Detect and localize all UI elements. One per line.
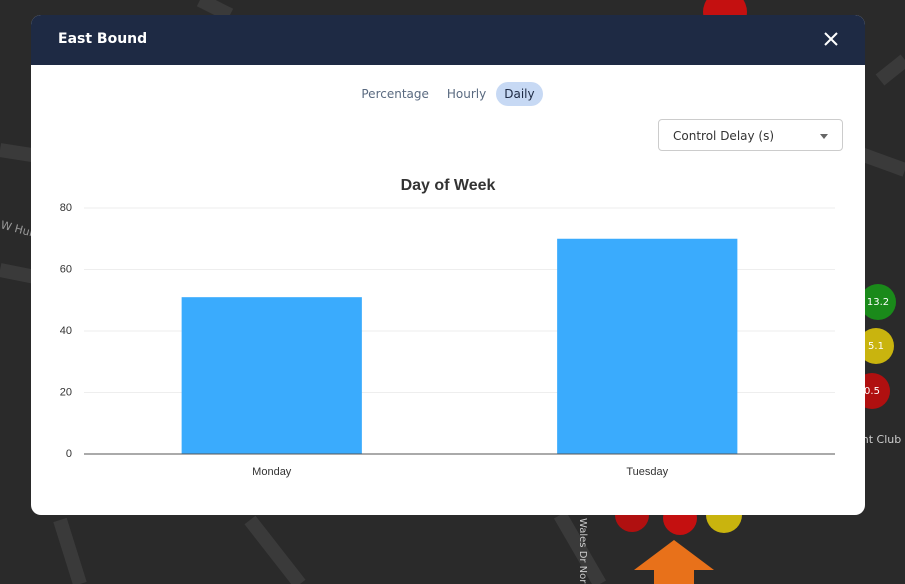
y-tick-label: 20 (60, 386, 72, 398)
tab[interactable]: Percentage (361, 87, 429, 101)
close-button[interactable] (823, 31, 839, 47)
metric-dropdown[interactable]: Control Delay (s) (658, 119, 843, 151)
modal-title: East Bound (58, 31, 148, 47)
map-label: ant Club (855, 433, 901, 446)
map-label: 5.1 (868, 341, 884, 352)
map-label: 13.2 (867, 297, 889, 308)
bar (181, 297, 362, 454)
bar (557, 238, 738, 454)
tab-bar: Percentage Hourly Daily (31, 82, 865, 106)
tab[interactable]: Hourly (446, 87, 487, 101)
y-tick-label: 60 (60, 263, 72, 275)
y-tick-label: 80 (60, 202, 72, 214)
y-tick-label: 40 (60, 325, 72, 337)
chart-title: Day of Week (401, 177, 496, 194)
x-tick-label: Tuesday (626, 466, 668, 478)
y-tick-label: 0 (66, 448, 72, 460)
map-label: 0.5 (864, 386, 880, 397)
tab[interactable]: Daily (496, 82, 543, 106)
modal-header: East Bound (31, 15, 865, 65)
x-tick-label: Monday (252, 466, 292, 478)
map-label: Wales Dr Nor (577, 518, 588, 584)
